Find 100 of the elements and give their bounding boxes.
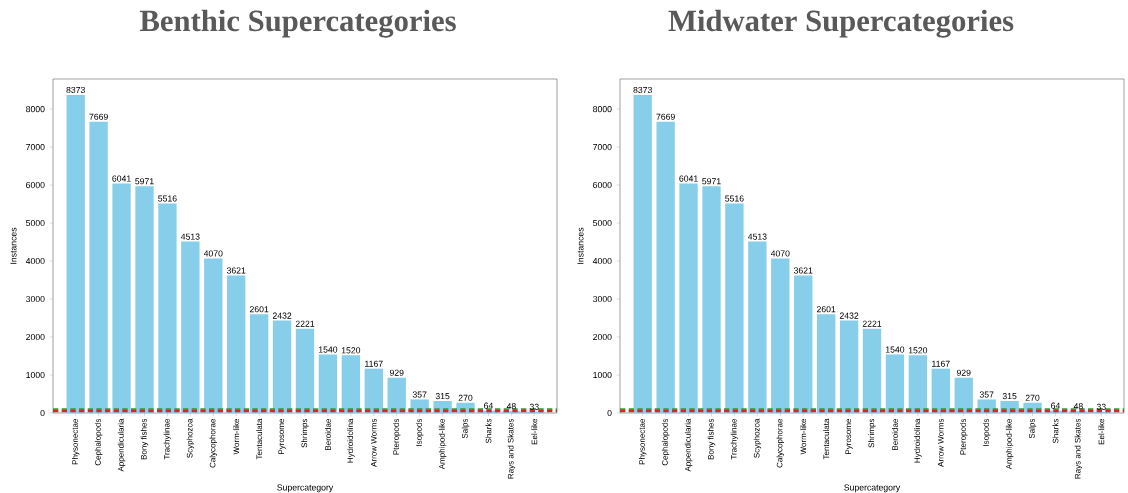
x-tick-label: Trachylinae bbox=[730, 418, 739, 460]
data-label: 1540 bbox=[318, 346, 338, 353]
y-tick-label: 1000 bbox=[593, 371, 612, 379]
x-tick-label: Cephalopods bbox=[661, 418, 670, 466]
x-tick-label: Beroidae bbox=[891, 418, 898, 450]
bar bbox=[204, 258, 223, 413]
bar bbox=[679, 183, 698, 413]
data-label: 7669 bbox=[656, 113, 675, 120]
data-label: 4513 bbox=[180, 233, 200, 240]
y-tick-label: 6000 bbox=[26, 182, 45, 189]
x-tick-label: Bony fishes bbox=[707, 418, 716, 460]
data-label: 357 bbox=[979, 391, 994, 398]
data-label: 2601 bbox=[249, 306, 269, 313]
x-tick-label: Scyphozoa bbox=[186, 418, 195, 458]
x-tick-label: Worm-like bbox=[233, 418, 240, 455]
chart-title: Benthic Supercategories bbox=[139, 9, 456, 38]
chart-title: Midwater Supercategories bbox=[668, 9, 1014, 38]
bar bbox=[318, 354, 338, 413]
data-label: 315 bbox=[435, 393, 450, 400]
data-label: 5516 bbox=[725, 195, 744, 202]
x-tick-label: Isopods bbox=[415, 418, 424, 446]
y-tick-label: 1000 bbox=[26, 371, 45, 379]
bar bbox=[633, 94, 652, 413]
bar bbox=[295, 328, 315, 413]
data-label: 64 bbox=[484, 402, 494, 409]
y-axis-title: Instances bbox=[10, 227, 17, 264]
x-tick-label: Amphipod-like bbox=[1005, 418, 1014, 470]
y-tick-label: 0 bbox=[607, 409, 612, 417]
y-tick-label: 3000 bbox=[26, 295, 45, 303]
y-tick-label: 5000 bbox=[26, 220, 45, 227]
data-label: 6041 bbox=[679, 175, 698, 182]
bar bbox=[771, 258, 790, 413]
x-tick-label: Bony fishes bbox=[140, 418, 149, 460]
data-label: 1167 bbox=[932, 360, 950, 367]
x-tick-label: Eel-like bbox=[1098, 418, 1105, 445]
x-tick-label: Isopods bbox=[982, 418, 991, 446]
x-tick-label: Tentaculata bbox=[256, 418, 263, 460]
x-tick-label: Physonectae bbox=[638, 418, 647, 465]
bar bbox=[272, 320, 292, 413]
data-label: 64 bbox=[1051, 402, 1061, 409]
bar bbox=[66, 94, 85, 413]
y-tick-label: 7000 bbox=[26, 144, 45, 151]
data-label: 270 bbox=[458, 394, 473, 401]
x-tick-label: Rays and Skates bbox=[507, 418, 516, 479]
bar bbox=[135, 186, 154, 413]
x-tick-label: Rays and Skates bbox=[1074, 418, 1083, 479]
y-axis-title: Instances bbox=[577, 227, 584, 264]
x-tick-label: Salps bbox=[461, 418, 470, 439]
x-tick-label: Arrow Worms bbox=[371, 418, 377, 467]
bar bbox=[862, 328, 882, 413]
x-tick-label: Amphipod-like bbox=[438, 418, 447, 470]
bar bbox=[794, 275, 813, 413]
bar bbox=[387, 377, 406, 413]
x-tick-label: Appendicularia bbox=[684, 418, 693, 472]
bar bbox=[954, 377, 973, 413]
x-tick-label: Eel-like bbox=[531, 418, 538, 445]
y-tick-label: 3000 bbox=[593, 295, 612, 303]
data-label: 1520 bbox=[341, 347, 361, 354]
y-tick-label: 7000 bbox=[593, 144, 612, 151]
bar bbox=[931, 368, 950, 413]
bar bbox=[839, 320, 859, 413]
bar bbox=[158, 203, 177, 413]
y-tick-label: 8000 bbox=[26, 106, 45, 113]
data-label: 7669 bbox=[89, 113, 108, 120]
data-label: 4070 bbox=[770, 250, 790, 257]
x-tick-label: Sharks bbox=[485, 418, 492, 444]
x-tick-label: Hydroidolina bbox=[914, 418, 922, 463]
x-tick-label: Shrimps bbox=[301, 418, 309, 448]
x-axis-title: Supercategory bbox=[277, 484, 334, 493]
data-label: 2432 bbox=[839, 312, 859, 319]
x-tick-label: Sharks bbox=[1052, 418, 1059, 444]
x-tick-label: Cephalopods bbox=[94, 418, 103, 466]
x-tick-label: Pteropods bbox=[392, 418, 401, 455]
data-label: 929 bbox=[956, 369, 971, 376]
data-label: 2432 bbox=[272, 312, 292, 319]
data-label: 4513 bbox=[747, 233, 767, 240]
data-label: 1540 bbox=[885, 346, 905, 353]
data-label: 33 bbox=[1096, 403, 1106, 410]
y-tick-label: 0 bbox=[40, 409, 45, 417]
data-label: 6041 bbox=[112, 175, 131, 182]
bar bbox=[364, 368, 383, 413]
data-label: 5516 bbox=[158, 195, 177, 202]
x-tick-label: Pyrosome bbox=[845, 418, 853, 454]
data-label: 929 bbox=[389, 369, 404, 376]
x-tick-label: Beroidae bbox=[324, 418, 331, 450]
x-axis-title: Supercategory bbox=[844, 484, 901, 493]
bar bbox=[249, 314, 269, 413]
x-tick-label: Arrow Worms bbox=[938, 418, 944, 467]
data-label: 1167 bbox=[365, 360, 383, 367]
bar bbox=[725, 203, 744, 413]
y-tick-label: 4000 bbox=[25, 257, 45, 265]
x-tick-label: Hydroidolina bbox=[347, 418, 355, 463]
data-label: 8373 bbox=[66, 86, 85, 94]
y-tick-label: 2000 bbox=[593, 333, 612, 341]
bar bbox=[112, 183, 131, 413]
data-label: 315 bbox=[1002, 393, 1017, 400]
x-tick-label: Pyrosome bbox=[278, 418, 286, 454]
data-label: 3621 bbox=[793, 267, 813, 274]
x-tick-label: Scyphozoa bbox=[753, 418, 762, 458]
y-tick-label: 8000 bbox=[593, 106, 612, 113]
